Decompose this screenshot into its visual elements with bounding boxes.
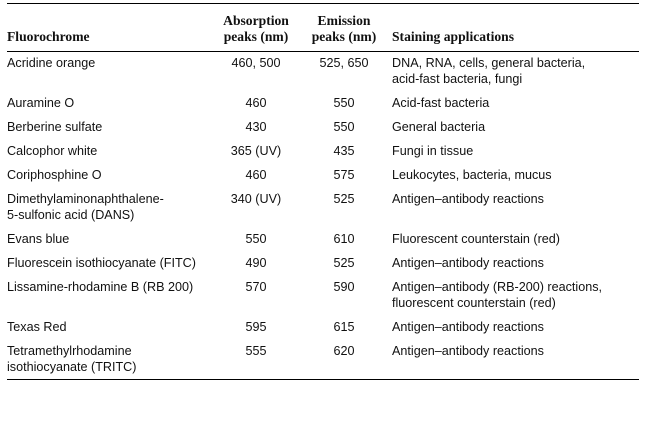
absorption-peaks: 430 xyxy=(245,120,267,134)
header-fluorochrome: Fluorochrome xyxy=(7,29,90,44)
fluorochrome-name: Tetramethylrhodamine isothiocyanate (TRIT… xyxy=(7,344,137,374)
staining-applications: Leukocytes, bacteria, mucus xyxy=(392,168,552,182)
fluorochrome-name: Calcophor white xyxy=(7,144,98,158)
emission-peaks: 550 xyxy=(333,120,355,134)
absorption-peaks: 570 xyxy=(245,280,267,294)
absorption-peaks: 340 (UV) xyxy=(230,192,282,206)
staining-applications: Antigen–antibody (RB-200) reactions, fluo… xyxy=(392,280,603,310)
staining-applications: DNA, RNA, cells, general bacteria, acid-f… xyxy=(392,56,586,86)
fluorochrome-name: Coriphosphine O xyxy=(7,168,102,182)
table-row: Berberine sulfate 430 550 General bacteria xyxy=(7,115,639,139)
emission-peaks: 615 xyxy=(333,320,355,334)
header-absorption: Absorption peaks (nm) xyxy=(223,13,289,44)
header-row: Fluorochrome Absorption peaks (nm) Emissi… xyxy=(7,4,639,51)
emission-peaks: 610 xyxy=(333,232,355,246)
emission-peaks: 525 xyxy=(333,192,355,206)
fluorochrome-name: Auramine O xyxy=(7,96,75,110)
bottom-rule xyxy=(7,379,639,380)
table-row: Auramine O 460 550 Acid-fast bacteria xyxy=(7,91,639,115)
staining-applications: Fungi in tissue xyxy=(392,144,474,158)
fluorochrome-name: Acridine orange xyxy=(7,56,96,70)
table-row: Coriphosphine O 460 575 Leukocytes, bacteri… xyxy=(7,163,639,187)
table-row: Lissamine-rhodamine B (RB 200) 570 590 Anti… xyxy=(7,275,639,315)
staining-applications: Antigen–antibody reactions xyxy=(392,344,544,358)
staining-applications: Antigen–antibody reactions xyxy=(392,256,544,270)
fluorochrome-table: Fluorochrome Absorption peaks (nm) Emissi… xyxy=(7,4,639,379)
table-row: Texas Red 595 615 Antigen–antibody reaction… xyxy=(7,315,639,339)
emission-peaks: 525 xyxy=(333,256,355,270)
emission-peaks: 435 xyxy=(333,144,355,158)
staining-applications: Fluorescent counterstain (red) xyxy=(392,232,560,246)
top-rule xyxy=(7,3,639,4)
header-applications: Staining applications xyxy=(392,29,515,44)
table-row: Calcophor white 365 (UV) 435 Fungi in tissu… xyxy=(7,139,639,163)
absorption-peaks: 490 xyxy=(245,256,267,270)
fluorochrome-name: Evans blue xyxy=(7,232,70,246)
fluorochrome-name: Berberine sulfate xyxy=(7,120,103,134)
absorption-peaks: 365 (UV) xyxy=(230,144,282,158)
emission-peaks: 525, 650 xyxy=(319,56,369,70)
emission-peaks: 620 xyxy=(333,344,355,358)
staining-applications: Acid-fast bacteria xyxy=(392,96,490,110)
staining-applications: Antigen–antibody reactions xyxy=(392,192,544,206)
fluorochrome-name: Lissamine-rhodamine B (RB 200) xyxy=(7,280,194,294)
staining-applications: General bacteria xyxy=(392,120,486,134)
emission-peaks: 575 xyxy=(333,168,355,182)
table-row: Acridine orange 460, 500 525, 650 DNA, RNA,… xyxy=(7,51,639,91)
absorption-peaks: 595 xyxy=(245,320,267,334)
header-rule xyxy=(7,51,639,52)
table-row: Tetramethylrhodamine isothiocyanate (TRIT… xyxy=(7,339,639,379)
emission-peaks: 550 xyxy=(333,96,355,110)
table-body: Acridine orange 460, 500 525, 650 DNA, RNA,… xyxy=(7,51,639,379)
absorption-peaks: 555 xyxy=(245,344,267,358)
table-row: Evans blue 550 610 Fluorescent counterstain… xyxy=(7,227,639,251)
table-row: Dimethylaminonaphthalene- 5-sulfonic acid… xyxy=(7,187,639,227)
fluorochrome-name: Fluorescein isothiocyanate (FITC) xyxy=(7,256,196,270)
fluorochrome-name: Dimethylaminonaphthalene- 5-sulfonic acid… xyxy=(7,192,164,222)
staining-applications: Antigen–antibody reactions xyxy=(392,320,544,334)
emission-peaks: 590 xyxy=(333,280,355,294)
absorption-peaks: 460 xyxy=(245,168,267,182)
absorption-peaks: 460, 500 xyxy=(231,56,281,70)
fluorochrome-name: Texas Red xyxy=(7,320,67,334)
header-emission: Emission peaks (nm) xyxy=(311,13,377,44)
absorption-peaks: 460 xyxy=(245,96,267,110)
absorption-peaks: 550 xyxy=(245,232,267,246)
fluorochrome-table-container: Fluorochrome Absorption peaks (nm) Emissi… xyxy=(7,3,639,380)
table-row: Fluorescein isothiocyanate (FITC) 490 525 A… xyxy=(7,251,639,275)
